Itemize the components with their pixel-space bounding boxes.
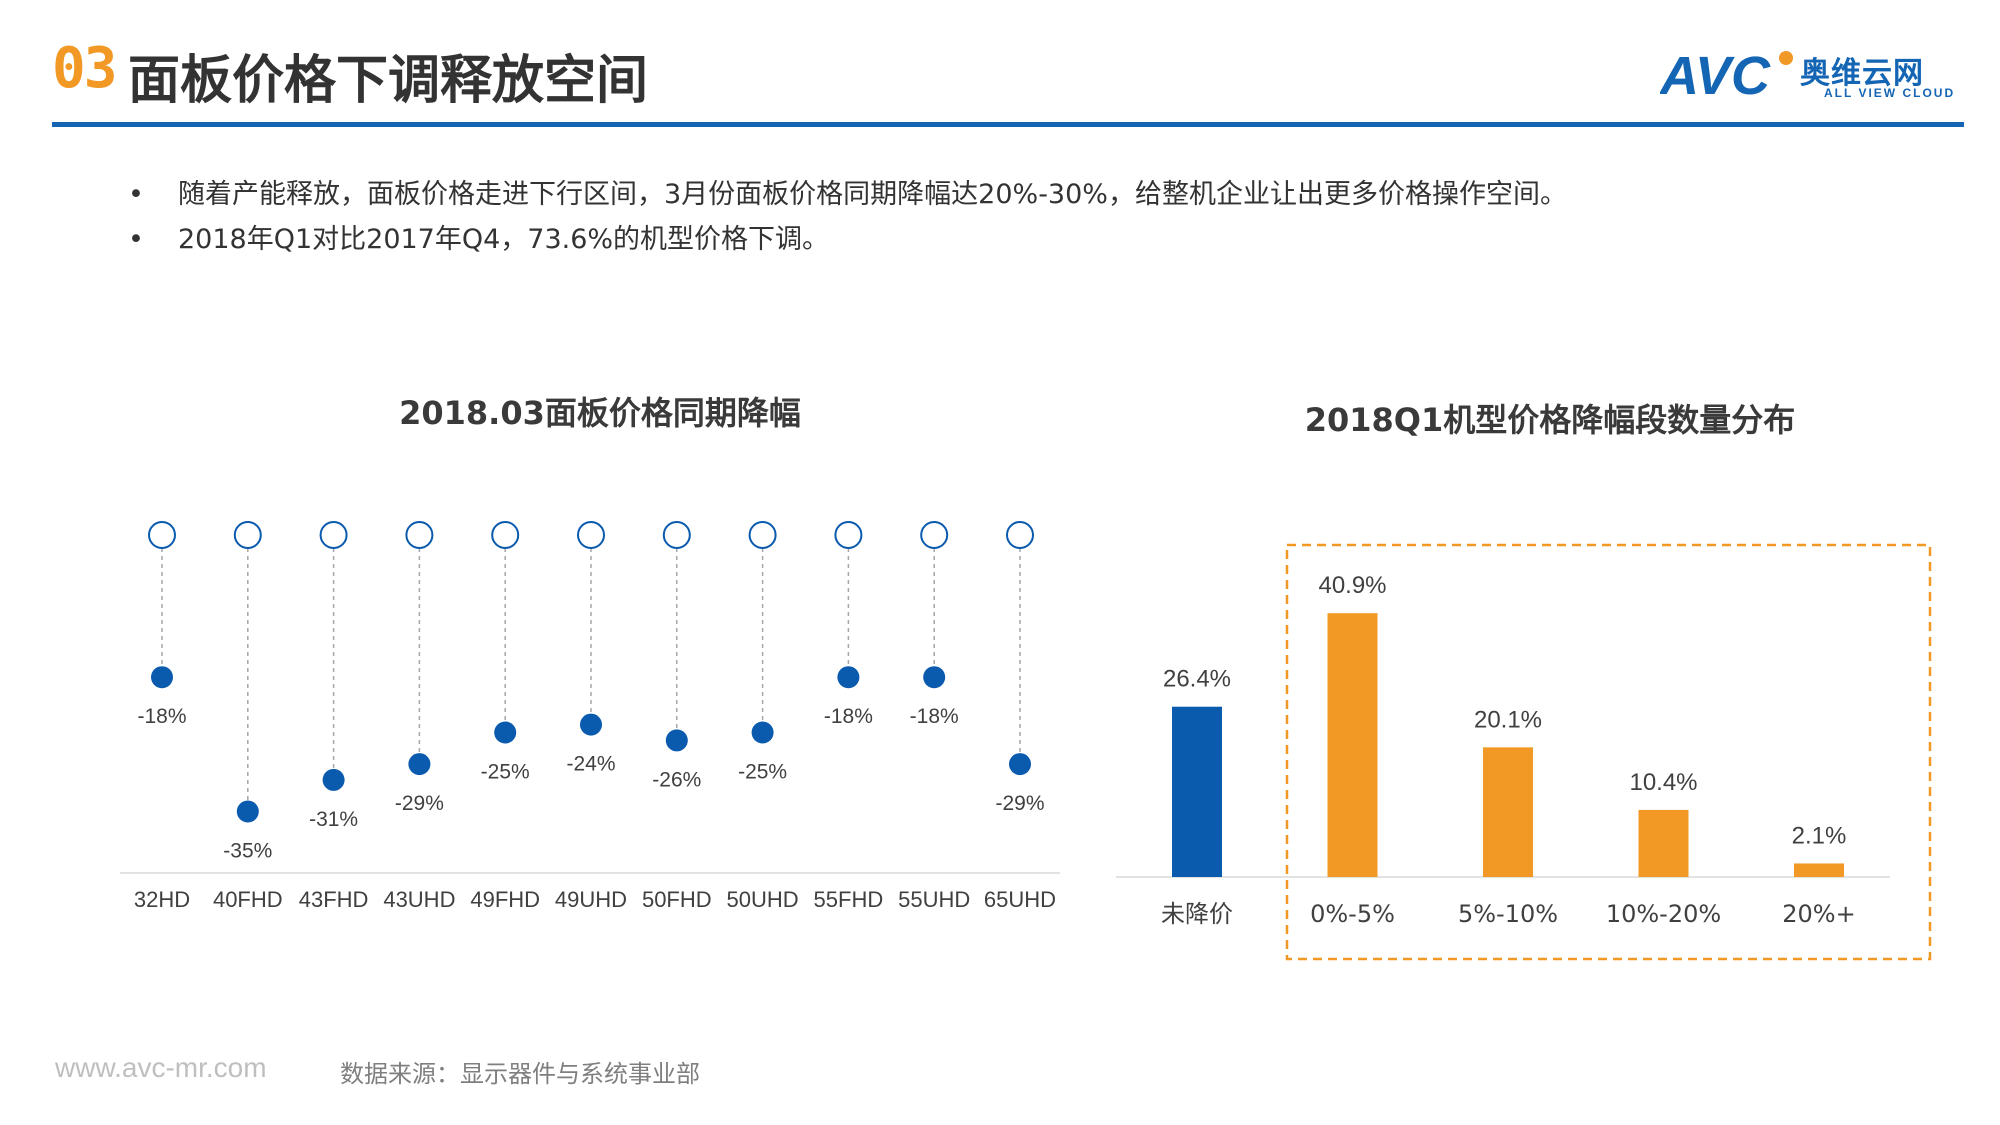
data-label: -24% [566, 753, 615, 776]
bar [1172, 706, 1222, 877]
x-tick-label: 43UHD [383, 887, 455, 912]
data-point [1009, 753, 1031, 776]
x-tick-label: 49FHD [470, 887, 540, 912]
bullet-list: • 随着产能释放，面板价格走进下行区间，3月份面板价格同期降幅达20%-30%，… [128, 172, 1928, 262]
x-tick-label: 50UHD [727, 887, 799, 912]
data-point [751, 721, 774, 744]
footer-source: 数据来源：显示器件与系统事业部 [340, 1060, 700, 1088]
data-point [923, 666, 946, 689]
baseline-marker [148, 521, 176, 549]
bullet-item: • 2018年Q1对比2017年Q4，73.6%的机型价格下调。 [128, 217, 1928, 262]
data-label: -18% [910, 705, 959, 728]
x-tick-label: 0%-5% [1310, 900, 1395, 928]
data-label: -18% [137, 705, 186, 728]
header-divider [52, 122, 1964, 127]
x-tick-label: 55UHD [898, 887, 970, 912]
bullet-item: • 随着产能释放，面板价格走进下行区间，3月份面板价格同期降幅达20%-30%，… [128, 172, 1928, 217]
data-point [151, 666, 173, 689]
x-tick-label: 55FHD [814, 887, 884, 912]
x-tick-label: 40FHD [213, 887, 283, 912]
x-tick-label: 49UHD [555, 887, 627, 912]
baseline-marker [491, 521, 520, 549]
baseline-marker [577, 521, 605, 549]
x-tick-label: 32HD [134, 887, 190, 912]
price-drop-distribution-chart: 26.4% 未降价 40.9% 0%-5% 20.1% 5%-10% 10.4% 10%-20… [1116, 543, 1932, 961]
footer-url[interactable]: www.avc-mr.com [55, 1052, 267, 1083]
x-tick-label: 5%-10% [1458, 900, 1558, 928]
data-label: 40.9% [1318, 572, 1386, 599]
bullet-dot: • [128, 224, 144, 255]
data-label: -25% [481, 761, 530, 784]
avc-logo: AVC 奥维云网 ALL VIEW CLOUD [1660, 44, 1960, 104]
data-point [580, 713, 602, 736]
data-point [236, 800, 259, 823]
data-label: -25% [738, 761, 787, 784]
baseline-marker [748, 521, 777, 549]
data-label: -31% [309, 808, 358, 831]
logo-cn-text: 奥维云网 [1800, 56, 1924, 91]
bullet-text: 2018年Q1对比2017年Q4，73.6%的机型价格下调。 [178, 224, 830, 255]
data-label: -26% [652, 768, 701, 791]
chart-title-price-drop-distribution: 2018Q1机型价格降幅段数量分布 [1304, 401, 1796, 439]
baseline-marker [1006, 521, 1034, 549]
logo-en-text: ALL VIEW CLOUD [1824, 86, 1956, 100]
baseline-marker [233, 521, 262, 549]
logo-wordmark: AVC [1660, 46, 1771, 104]
bullet-dot: • [128, 179, 144, 210]
logo-orange-dot [1779, 51, 1793, 65]
data-point [322, 768, 345, 791]
data-label: -35% [223, 840, 272, 863]
page-title: 面板价格下调释放空间 [128, 51, 649, 111]
bar [1794, 863, 1844, 877]
bar [1483, 747, 1533, 877]
data-label: -18% [824, 705, 873, 728]
data-point [494, 721, 517, 744]
baseline-marker [834, 521, 863, 549]
panel-price-decline-chart: -18% 32HD -35% 40FHD -31% 43FHD -29% 43UHD -25% 4… [120, 521, 1060, 912]
baseline-marker [405, 521, 434, 549]
data-label: 26.4% [1163, 666, 1231, 693]
x-tick-label: 10%-20% [1606, 900, 1721, 928]
data-label: 10.4% [1629, 769, 1697, 796]
data-label: 20.1% [1474, 706, 1542, 733]
data-point [665, 729, 688, 752]
bar [1638, 809, 1689, 877]
data-point [837, 666, 860, 689]
data-label: -29% [395, 792, 444, 815]
x-tick-label: 65UHD [984, 887, 1056, 912]
baseline-marker [319, 521, 348, 549]
data-label: -29% [995, 792, 1044, 815]
highlight-box [1285, 543, 1932, 961]
bullet-text: 随着产能释放，面板价格走进下行区间，3月份面板价格同期降幅达20%-30%，给整… [178, 179, 1567, 210]
x-tick-label: 50FHD [642, 887, 712, 912]
chart-title-panel-price-decline: 2018.03面板价格同期降幅 [399, 394, 801, 432]
x-tick-label: 20%+ [1782, 900, 1855, 928]
baseline-marker [920, 521, 949, 549]
bar [1327, 613, 1378, 877]
baseline-marker [662, 521, 691, 549]
x-tick-label: 43FHD [299, 887, 369, 912]
x-tick-label: 未降价 [1161, 900, 1233, 928]
data-label: 2.1% [1792, 822, 1847, 849]
data-point [408, 753, 431, 776]
section-number: 03 [52, 36, 117, 101]
